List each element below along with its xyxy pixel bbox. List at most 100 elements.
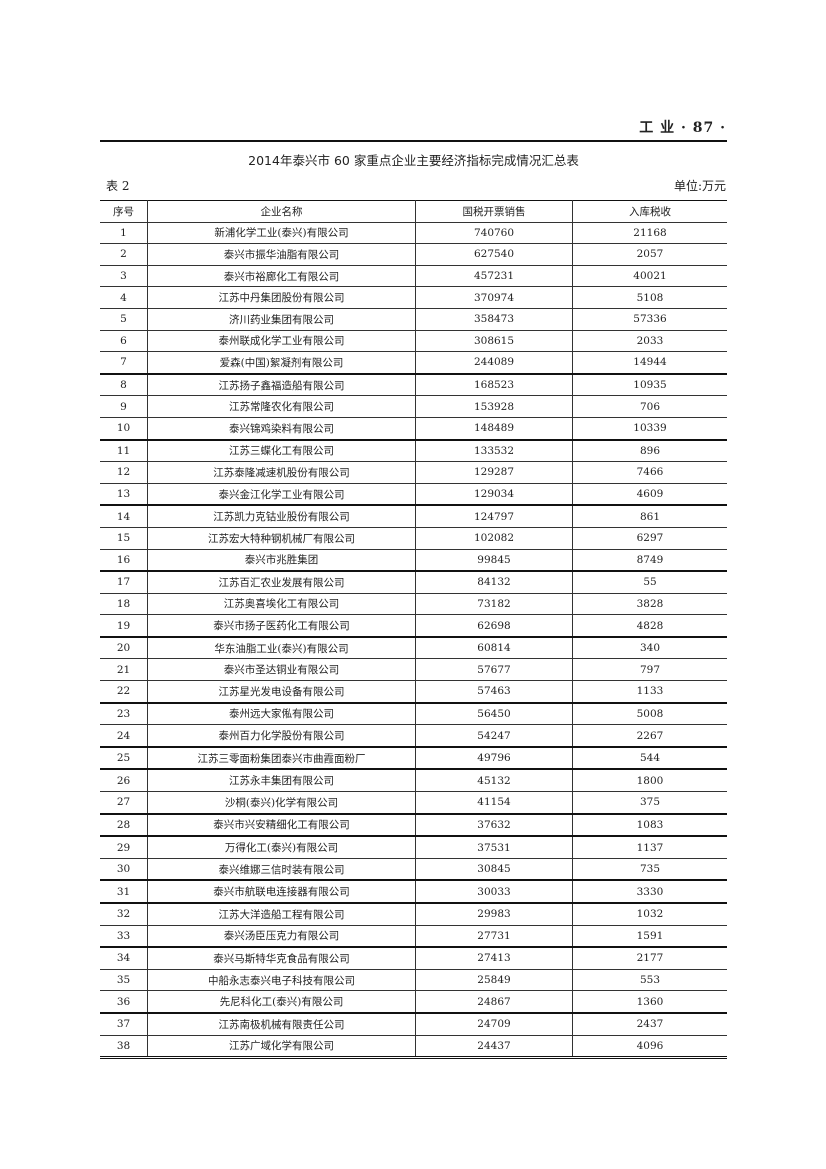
row-index: 20 xyxy=(100,636,148,660)
tax-value: 375 xyxy=(572,791,727,815)
tax-value: 1137 xyxy=(572,836,727,859)
company-name: 泰兴马斯特华克食品有限公司 xyxy=(147,947,416,970)
row-index: 23 xyxy=(100,702,148,726)
table-row: 32 江苏大洋造船工程有限公司 29983 1032 xyxy=(100,903,727,926)
row-index: 11 xyxy=(100,439,148,463)
table-row: 6 泰州联成化学工业有限公司 308615 2033 xyxy=(100,330,727,353)
sales-value: 56450 xyxy=(415,702,573,726)
sales-value: 24437 xyxy=(415,1035,573,1060)
tax-value: 3828 xyxy=(572,593,727,616)
table-row: 23 泰州远大家俬有限公司 56450 5008 xyxy=(100,702,727,726)
row-index: 35 xyxy=(100,969,148,992)
tax-value: 735 xyxy=(572,858,727,882)
tax-value: 5108 xyxy=(572,286,727,309)
table-row: 37 江苏南极机械有限责任公司 24709 2437 xyxy=(100,1012,727,1036)
tax-value: 2033 xyxy=(572,330,727,353)
company-name: 江苏奥喜埃化工有限公司 xyxy=(147,593,416,616)
row-index: 15 xyxy=(100,527,148,550)
company-name: 江苏扬子鑫福造船有限公司 xyxy=(147,373,416,397)
row-index: 27 xyxy=(100,791,148,815)
row-index: 14 xyxy=(100,505,148,528)
tax-value: 4828 xyxy=(572,614,727,638)
table-header-row: 序号 企业名称 国税开票销售 入库税收 xyxy=(100,200,727,223)
company-name: 中船永志泰兴电子科技有限公司 xyxy=(147,969,416,992)
company-name: 江苏星光发电设备有限公司 xyxy=(147,680,416,704)
tax-value: 6297 xyxy=(572,527,727,550)
company-name: 江苏常隆农化有限公司 xyxy=(147,395,416,418)
row-index: 30 xyxy=(100,858,148,882)
company-name: 先尼科化工(泰兴)有限公司 xyxy=(147,990,416,1014)
sales-value: 370974 xyxy=(415,286,573,309)
tax-value: 1360 xyxy=(572,990,727,1014)
tax-value: 3330 xyxy=(572,880,727,904)
table-row: 38 江苏广域化学有限公司 24437 4096 xyxy=(100,1035,727,1060)
tax-value: 706 xyxy=(572,395,727,418)
tax-value: 2267 xyxy=(572,724,727,748)
company-name: 泰兴市扬子医药化工有限公司 xyxy=(147,614,416,638)
header-index: 序号 xyxy=(100,200,148,223)
table-row: 31 泰兴市航联电连接器有限公司 30033 3330 xyxy=(100,880,727,904)
company-name: 泰兴市兴安精细化工有限公司 xyxy=(147,813,416,838)
tax-value: 797 xyxy=(572,658,727,682)
company-name: 江苏三蝶化工有限公司 xyxy=(147,439,416,463)
sales-value: 457231 xyxy=(415,265,573,288)
tax-value: 1032 xyxy=(572,903,727,926)
row-index: 22 xyxy=(100,680,148,704)
row-index: 2 xyxy=(100,243,148,266)
table-row: 13 泰兴金江化学工业有限公司 129034 4609 xyxy=(100,483,727,507)
row-index: 1 xyxy=(100,222,148,245)
running-head: 工 业 · 87 · xyxy=(639,120,726,136)
company-name: 泰兴金江化学工业有限公司 xyxy=(147,483,416,507)
sales-value: 37632 xyxy=(415,813,573,838)
company-name: 沙桐(泰兴)化学有限公司 xyxy=(147,791,416,815)
table-row: 18 江苏奥喜埃化工有限公司 73182 3828 xyxy=(100,593,727,616)
company-name: 江苏大洋造船工程有限公司 xyxy=(147,903,416,926)
sales-value: 168523 xyxy=(415,373,573,397)
row-index: 21 xyxy=(100,658,148,682)
company-name: 泰州远大家俬有限公司 xyxy=(147,702,416,726)
table-row: 35 中船永志泰兴电子科技有限公司 25849 553 xyxy=(100,969,727,992)
row-index: 13 xyxy=(100,483,148,507)
table-row: 3 泰兴市裕廊化工有限公司 457231 40021 xyxy=(100,265,727,288)
company-name: 江苏永丰集团有限公司 xyxy=(147,769,416,793)
table-row: 15 江苏宏大特种钢机械厂有限公司 102082 6297 xyxy=(100,527,727,550)
tax-value: 14944 xyxy=(572,351,727,375)
table-row: 34 泰兴马斯特华克食品有限公司 27413 2177 xyxy=(100,947,727,970)
sales-value: 57463 xyxy=(415,680,573,704)
row-index: 9 xyxy=(100,395,148,418)
sales-value: 627540 xyxy=(415,243,573,266)
tax-value: 55 xyxy=(572,571,727,594)
sales-value: 24709 xyxy=(415,1012,573,1036)
table-row: 24 泰州百力化学股份有限公司 54247 2267 xyxy=(100,724,727,748)
sales-value: 84132 xyxy=(415,571,573,594)
enterprise-table: 序号 企业名称 国税开票销售 入库税收 1 新浦化学工业(泰兴)有限公司 74076… xyxy=(100,200,727,1060)
company-name: 爱森(中国)絮凝剂有限公司 xyxy=(147,351,416,375)
table-row: 7 爱森(中国)絮凝剂有限公司 244089 14944 xyxy=(100,351,727,375)
header-sales: 国税开票销售 xyxy=(415,200,573,223)
table-row: 2 泰兴市振华油脂有限公司 627540 2057 xyxy=(100,243,727,266)
sales-value: 60814 xyxy=(415,636,573,660)
sales-value: 30845 xyxy=(415,858,573,882)
company-name: 泰州百力化学股份有限公司 xyxy=(147,724,416,748)
table-row: 30 泰兴维娜三信时装有限公司 30845 735 xyxy=(100,858,727,882)
tax-value: 57336 xyxy=(572,308,727,331)
table-row: 10 泰兴锦鸡染料有限公司 148489 10339 xyxy=(100,417,727,441)
company-name: 济川药业集团有限公司 xyxy=(147,308,416,331)
tax-value: 1133 xyxy=(572,680,727,704)
company-name: 江苏广域化学有限公司 xyxy=(147,1035,416,1060)
tax-value: 21168 xyxy=(572,222,727,245)
row-index: 18 xyxy=(100,593,148,616)
tax-value: 5008 xyxy=(572,702,727,726)
tax-value: 7466 xyxy=(572,461,727,484)
sales-value: 27413 xyxy=(415,947,573,970)
tax-value: 1591 xyxy=(572,925,727,949)
tax-value: 340 xyxy=(572,636,727,660)
sales-value: 358473 xyxy=(415,308,573,331)
table-row: 16 泰兴市兆胜集团 99845 8749 xyxy=(100,549,727,573)
company-name: 江苏宏大特种钢机械厂有限公司 xyxy=(147,527,416,550)
row-index: 36 xyxy=(100,990,148,1014)
sales-value: 129287 xyxy=(415,461,573,484)
sales-value: 41154 xyxy=(415,791,573,815)
tax-value: 40021 xyxy=(572,265,727,288)
company-name: 泰兴市兆胜集团 xyxy=(147,549,416,573)
